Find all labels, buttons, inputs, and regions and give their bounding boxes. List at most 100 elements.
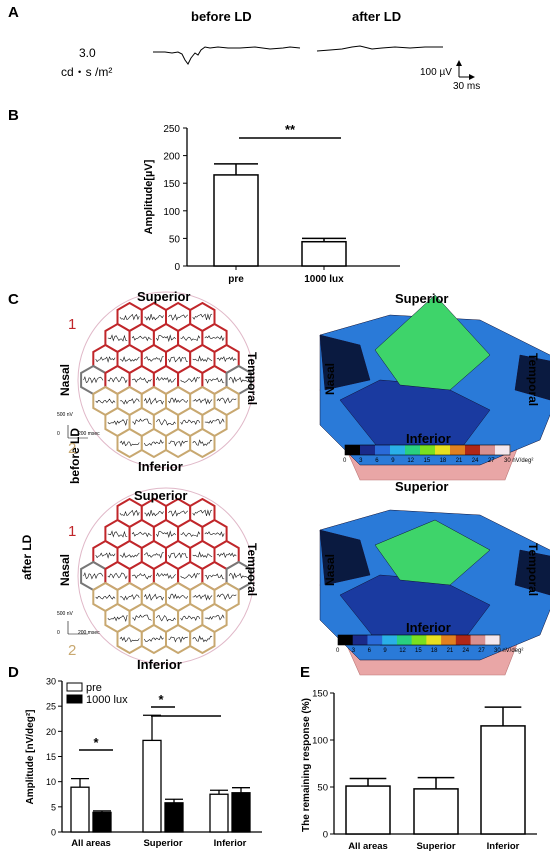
c1-colorbar-tick: 3 <box>359 458 363 464</box>
c1-hex-trace <box>204 418 225 425</box>
scale-time: 30 ms <box>453 81 481 92</box>
c2-surface-shadow-right <box>514 549 550 596</box>
erg-traces <box>153 45 475 80</box>
c2-hex-trace <box>228 572 249 580</box>
c2-hex-trace <box>216 552 237 559</box>
intensity-value: 3.0 <box>79 46 96 60</box>
panel-label-a: A <box>8 4 19 21</box>
c2-hex-trace <box>95 594 116 600</box>
e-xtick-label: Inferior <box>487 841 520 852</box>
panel-label-d: D <box>8 664 19 681</box>
c2-temporal-label: Temporal <box>245 543 259 597</box>
c2-hex-trace <box>131 531 152 538</box>
c1-hex-trace <box>119 356 140 362</box>
c1-colorbar-segment <box>375 445 391 455</box>
c1-hex-trace <box>107 419 128 426</box>
c2-colorbar-tick: 3 <box>351 648 356 654</box>
c1-colorbar-tick: 27 <box>487 458 495 464</box>
d-bar-pre <box>209 793 229 833</box>
c2-hex-trace <box>192 509 213 517</box>
c1-superior-label: Superior <box>137 289 191 304</box>
c1-hex-trace <box>95 356 116 363</box>
c2-region-1: 1 <box>68 523 77 540</box>
c1-3d-superior-label: Superior <box>395 291 449 306</box>
c2-surface-shadow-left <box>319 529 371 586</box>
b-bar <box>301 240 347 267</box>
d-ytick-label: 5 <box>51 802 56 812</box>
c1-hex-trace <box>168 356 188 363</box>
d-bar-lux <box>231 792 251 833</box>
b-xtick-label: 1000 lux <box>304 274 344 285</box>
b-ylabel: Amplitude[µV] <box>143 159 155 234</box>
b-ytick-label: 150 <box>163 179 180 190</box>
c1-hex-trace <box>143 356 164 363</box>
d-xtick-label: Inferior <box>214 838 247 849</box>
e-xtick-label: Superior <box>416 841 455 852</box>
c2-colorbar-frame <box>337 634 501 646</box>
d-ytick-label: 25 <box>46 702 56 712</box>
d-ylabel: Amplitude [nV/deg²] <box>25 710 36 805</box>
c1-hex-trace <box>192 439 213 447</box>
c2-hex-trace <box>168 552 188 559</box>
c1-surface-plot <box>319 294 550 481</box>
d-xtick-label: All areas <box>71 838 111 849</box>
c1-hex-trace <box>83 376 104 384</box>
c2-scale-ms: 200 msec <box>78 630 100 636</box>
c1-surface-shadow-right <box>514 354 550 401</box>
c2-hex-trace <box>156 572 176 579</box>
b-ytick-label: 250 <box>163 124 180 135</box>
c1-colorbar <box>344 444 511 456</box>
c1-region-1: 1 <box>68 316 77 333</box>
e-bar <box>345 785 391 835</box>
d-legend-swatch <box>66 694 83 704</box>
c2-hex-trace <box>168 636 188 644</box>
c1-hex-trace <box>156 376 176 383</box>
c2-hex-trace <box>168 509 189 517</box>
c1-hex-cell <box>189 427 216 459</box>
c1-hex-trace <box>204 335 225 342</box>
c2-colorbar-tick: 27 <box>478 648 485 654</box>
c2-hex-trace <box>204 614 225 621</box>
c1-colorbar-tick: 15 <box>423 458 431 464</box>
d-bar-pre <box>142 739 162 833</box>
c2-colorbar-tick: 12 <box>399 648 406 654</box>
c2-hex-trace <box>119 636 140 643</box>
c1-hex-trace <box>131 377 152 384</box>
c2-3d-temporal-label: Temporal <box>526 543 540 597</box>
c1-hex-trace <box>144 314 164 321</box>
panel-label-b: B <box>8 107 19 124</box>
c1-hex-trace <box>119 440 140 447</box>
row2-after-label: after LD <box>20 534 34 580</box>
c2-hex-trace <box>83 572 104 580</box>
d-ytick-label: 15 <box>46 752 56 762</box>
c2-surface-peak <box>374 519 491 586</box>
c1-hex-trace <box>168 397 189 404</box>
e-bar <box>480 725 526 835</box>
c2-hex-trace <box>192 551 213 559</box>
erg-trace-before <box>153 46 301 65</box>
c2-hex-trace <box>204 531 225 538</box>
c1-hex-trace <box>228 376 249 384</box>
c2-hex-trace <box>144 510 164 517</box>
c2-colorbar-segment <box>396 635 413 645</box>
c1-inferior-label: Inferior <box>138 459 183 474</box>
d-sig-mark-2: * <box>158 692 164 707</box>
c2-colorbar-segment <box>470 635 486 645</box>
c1-hex-trace <box>156 334 176 343</box>
b-ytick-label: 100 <box>163 207 180 218</box>
c1-hex-trace <box>107 334 128 342</box>
c1-colorbar-tick: 24 <box>471 458 479 464</box>
c2-hex-trace <box>180 572 201 579</box>
c1-colorbar-segment <box>360 445 376 455</box>
panel-label-e: E <box>300 664 311 681</box>
c1-hex-trace <box>119 398 140 405</box>
c2-colorbar-segment <box>338 635 354 645</box>
c1-colorbar-segment <box>495 445 511 455</box>
c2-superior-label: Superior <box>134 488 188 503</box>
c2-nasal-label: Nasal <box>58 553 72 586</box>
d-ytick-label: 30 <box>46 677 56 687</box>
b-sig-mark: ** <box>285 122 296 137</box>
c2-colorbar-segment <box>441 635 457 645</box>
c2-hex-trace <box>131 573 152 580</box>
